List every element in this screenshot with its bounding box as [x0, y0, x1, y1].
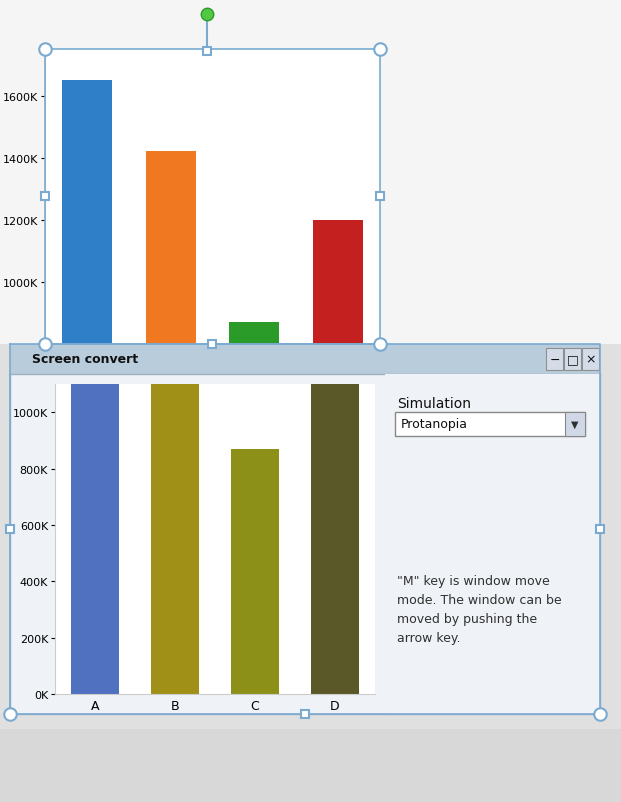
- Text: Simulation: Simulation: [397, 396, 471, 411]
- Text: Screen convert: Screen convert: [32, 353, 138, 366]
- Bar: [71, 229, 119, 695]
- Bar: [582, 349, 599, 371]
- Bar: [313, 221, 363, 593]
- Text: □: □: [567, 353, 579, 366]
- Bar: [151, 294, 199, 695]
- Text: "M" key is window move
mode. The window can be
moved by pushing the
arrow key.: "M" key is window move mode. The window …: [397, 574, 561, 644]
- Text: ▼: ▼: [571, 419, 579, 429]
- Bar: [145, 152, 196, 593]
- Bar: [565, 412, 585, 436]
- Bar: [203, 48, 211, 56]
- Bar: [231, 449, 279, 695]
- Bar: [301, 710, 309, 718]
- Bar: [311, 356, 359, 695]
- Bar: [546, 349, 563, 371]
- Bar: [229, 323, 279, 593]
- Bar: [208, 341, 216, 349]
- Bar: [61, 81, 112, 593]
- Bar: [376, 192, 384, 200]
- Bar: [395, 412, 585, 436]
- Bar: [41, 192, 49, 200]
- Text: Protanopia: Protanopia: [401, 418, 468, 431]
- Text: ×: ×: [586, 353, 596, 366]
- Bar: [596, 525, 604, 533]
- Text: −: −: [550, 353, 560, 366]
- Bar: [564, 349, 581, 371]
- Bar: [6, 525, 14, 533]
